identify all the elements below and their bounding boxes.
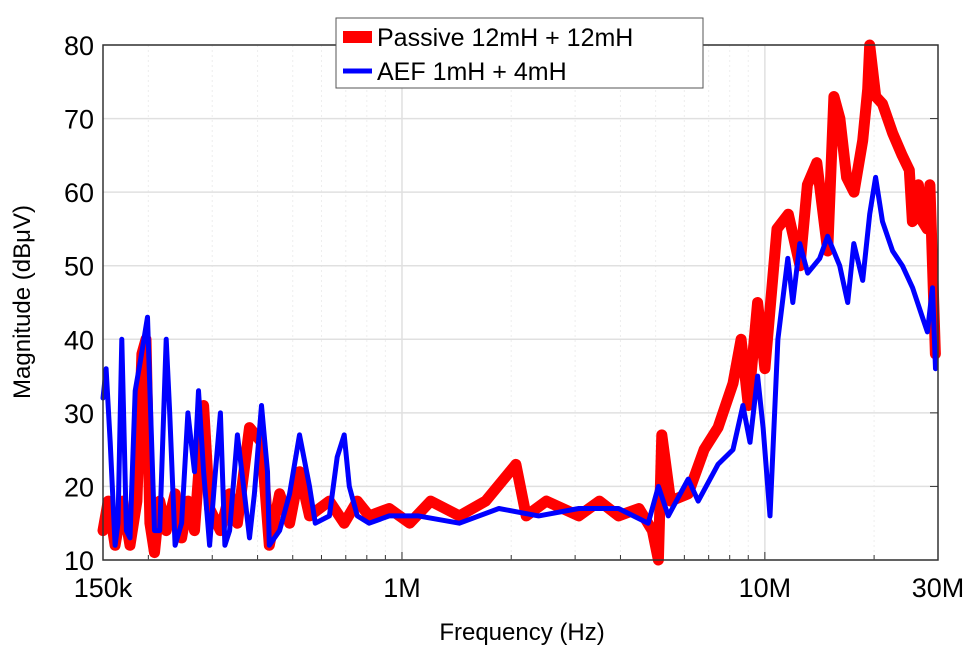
- y-tick-labels: 10 20 30 40 50 60 70 80: [64, 31, 94, 576]
- x-tick-label: 150k: [74, 573, 133, 603]
- series-line-aef: [100, 174, 938, 548]
- x-axis-label: Frequency (Hz): [439, 619, 604, 646]
- x-tick-label: 30M: [912, 573, 965, 603]
- legend-label-aef: AEF 1mH + 4mH: [377, 58, 567, 86]
- y-tick-label: 70: [64, 105, 94, 135]
- y-tick-label: 80: [64, 31, 94, 61]
- x-tick-label: 10M: [739, 573, 792, 603]
- legend-box: [335, 17, 704, 89]
- y-tick-label: 50: [64, 252, 94, 282]
- legend-label-passive: Passive 12mH + 12mH: [377, 24, 633, 52]
- y-tick-label: 40: [64, 325, 94, 355]
- y-tick-label: 10: [64, 546, 94, 576]
- y-axis-label: Magnitude (dBμV): [9, 205, 36, 399]
- x-tick-labels: 150k 1M 10M 30M: [74, 573, 965, 603]
- legend: Passive 12mH + 12mH AEF 1mH + 4mH: [335, 17, 704, 89]
- y-tick-label: 20: [64, 472, 94, 502]
- y-tick-label: 30: [64, 399, 94, 429]
- series-group: [97, 39, 941, 566]
- series-line-passive: [97, 39, 941, 566]
- x-tick-label: 1M: [383, 573, 421, 603]
- y-tick-label: 60: [64, 178, 94, 208]
